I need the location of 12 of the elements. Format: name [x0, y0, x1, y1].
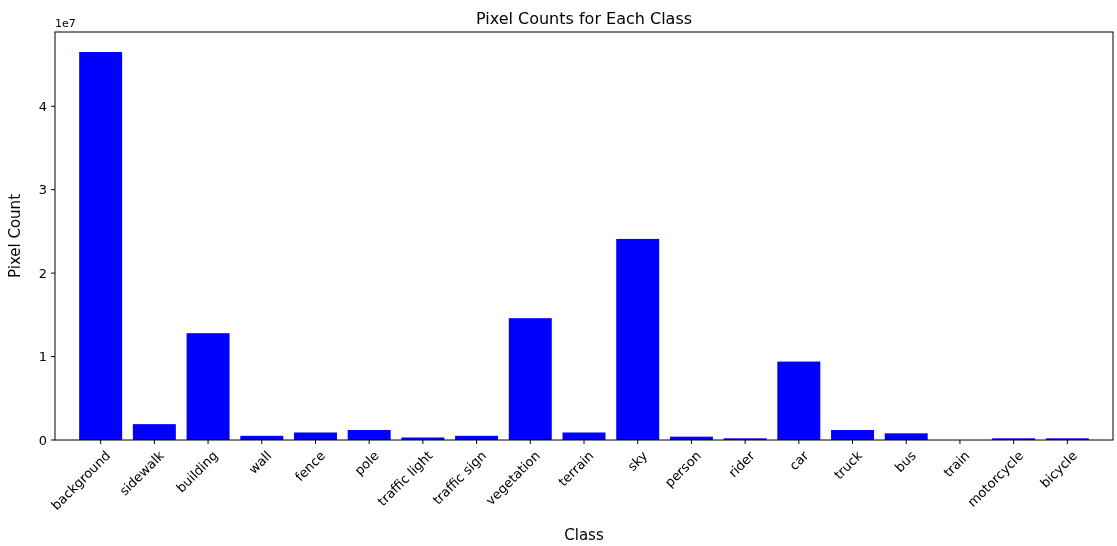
y-axis-title: Pixel Count — [6, 193, 24, 279]
chart-title: Pixel Counts for Each Class — [475, 9, 693, 28]
y-tick-label: 4 — [38, 98, 47, 114]
text: 1e7 — [55, 17, 76, 30]
y-tick-label: 3 — [38, 182, 47, 198]
x-axis-title: Class — [564, 526, 604, 544]
x-tick-label: sky — [624, 447, 651, 474]
y-tick-label: 0 — [38, 432, 47, 448]
x-tick-label: bus — [891, 447, 919, 476]
x-tick-label: car — [786, 447, 812, 474]
y-tick-label: 1 — [38, 349, 47, 365]
y-tick-label: 2 — [38, 265, 47, 281]
